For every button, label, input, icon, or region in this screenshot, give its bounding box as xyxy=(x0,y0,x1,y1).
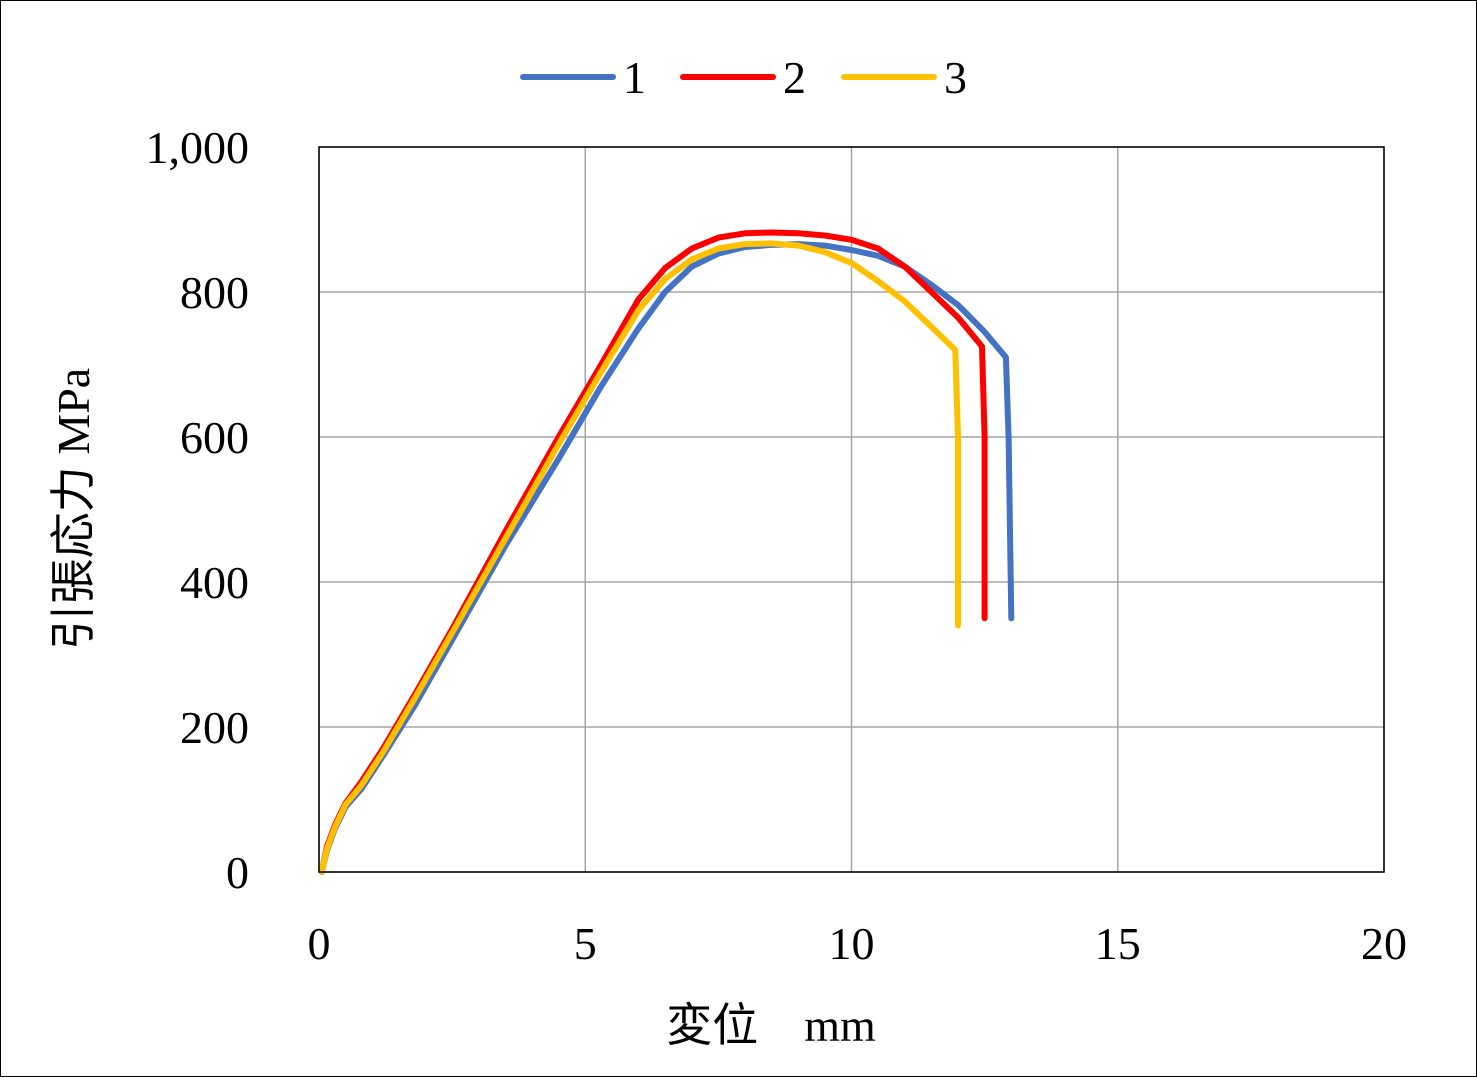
x-tick-label: 10 xyxy=(829,918,875,969)
legend-label-2: 2 xyxy=(783,52,806,103)
legend: 1 2 3 xyxy=(520,52,967,103)
x-tick-label: 20 xyxy=(1361,918,1407,969)
x-axis-title: 変位 mm xyxy=(666,1000,876,1051)
grid-layer xyxy=(318,146,1385,873)
plot-area-border xyxy=(318,146,1385,873)
y-tick-label: 0 xyxy=(226,847,249,898)
y-tick-label: 400 xyxy=(180,557,249,608)
y-tick-label: 1,000 xyxy=(146,122,250,173)
x-tick-label: 5 xyxy=(574,918,597,969)
x-tick-label: 15 xyxy=(1095,918,1141,969)
x-tick-label: 0 xyxy=(308,918,331,969)
y-tick-label: 800 xyxy=(180,267,249,318)
series-line-2 xyxy=(318,229,988,875)
y-tick-label: 600 xyxy=(180,412,249,463)
legend-label-1: 1 xyxy=(623,52,646,103)
series-line-1 xyxy=(318,241,1015,875)
series-line-3 xyxy=(318,240,961,875)
legend-label-3: 3 xyxy=(944,52,967,103)
y-tick-label: 200 xyxy=(180,702,249,753)
y-axis-title: 引張応力 MPa xyxy=(48,368,99,650)
tick-labels: 0 200 400 600 800 1,000 0 5 10 15 20 xyxy=(146,122,1408,969)
series-layer xyxy=(318,229,1015,875)
